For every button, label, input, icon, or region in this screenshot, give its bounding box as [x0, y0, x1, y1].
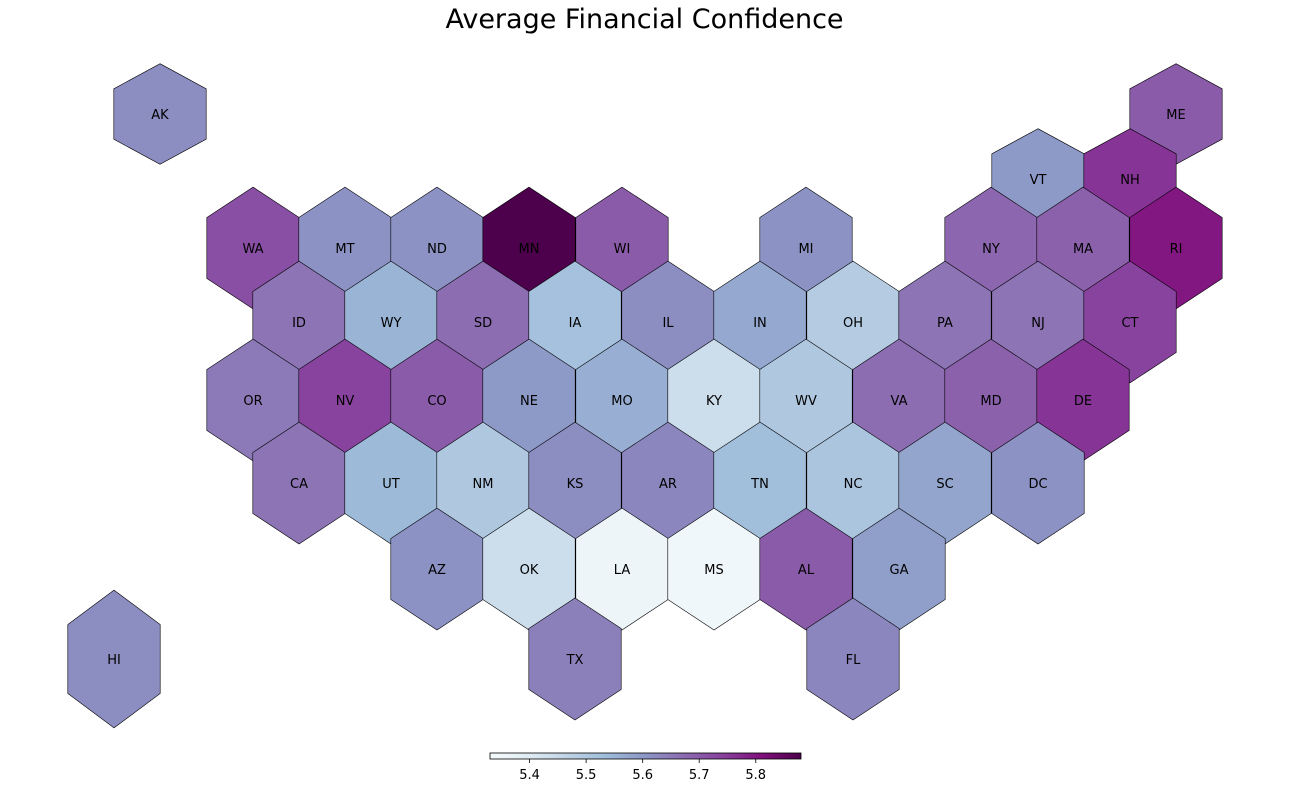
state-label: NH	[1120, 173, 1140, 188]
state-hex-wv: WV	[759, 338, 853, 462]
colorbar-gradient	[489, 752, 802, 760]
state-label: NJ	[1031, 316, 1045, 331]
state-hex-al: AL	[759, 507, 853, 631]
state-label: LA	[614, 563, 631, 578]
state-label: OH	[843, 316, 863, 331]
state-label: NV	[336, 394, 355, 409]
colorbar-tick-label: 5.8	[745, 768, 766, 783]
state-hex-dc: DC	[991, 421, 1085, 545]
state-label: CA	[290, 477, 308, 492]
state-label: AK	[151, 108, 169, 123]
state-hex-shape	[991, 421, 1085, 545]
state-label: PA	[937, 316, 953, 331]
state-label: NM	[473, 477, 494, 492]
state-label: DE	[1074, 394, 1092, 409]
state-hex-hi: HI	[67, 589, 161, 729]
hex-layer: AK ME VT NH WA MT ND MN WI MI NY MA RI ID WY SD IA IL IN OH…	[67, 63, 1223, 729]
state-hex-ak: AK	[113, 63, 207, 165]
state-label: WY	[381, 316, 402, 331]
state-label: NY	[982, 242, 1000, 257]
state-hex-shape	[113, 63, 207, 165]
state-hex-ne: NE	[482, 338, 576, 462]
state-label: FL	[846, 653, 861, 668]
state-label: ID	[292, 316, 306, 331]
state-label: NE	[520, 394, 538, 409]
state-label: CT	[1121, 316, 1138, 331]
colorbar-tick-label: 5.7	[689, 768, 710, 783]
state-hex-in: IN	[713, 260, 807, 384]
state-label: RI	[1170, 242, 1183, 257]
state-label: IA	[569, 316, 582, 331]
state-label: TX	[566, 653, 584, 668]
state-hex-ct: CT	[1083, 260, 1177, 384]
map-title: Average Financial Confidence	[445, 4, 844, 35]
state-label: KS	[567, 477, 584, 492]
state-hex-md: MD	[944, 338, 1038, 462]
state-label: WV	[795, 394, 817, 409]
colorbar-tick-label: 5.4	[519, 768, 540, 783]
state-label: WA	[242, 242, 263, 257]
state-label: IN	[753, 316, 767, 331]
state-label: WI	[614, 242, 631, 257]
state-label: AR	[659, 477, 677, 492]
state-hex-tx: TX	[528, 597, 622, 721]
state-label: ME	[1166, 108, 1185, 123]
state-label: ND	[427, 242, 447, 257]
state-hex-ca: CA	[252, 421, 346, 545]
state-label: HI	[107, 653, 121, 668]
state-hex-or: OR	[206, 338, 300, 462]
state-label: VT	[1030, 173, 1047, 188]
state-label: MA	[1073, 242, 1093, 257]
state-label: IL	[662, 316, 674, 331]
colorbar-tick-label: 5.6	[632, 768, 653, 783]
state-label: DC	[1028, 477, 1047, 492]
state-hex-ia: IA	[528, 260, 622, 384]
colorbar: 5.4 5.5 5.6 5.7 5.8	[489, 752, 802, 783]
state-hex-shape	[759, 507, 853, 631]
state-label: VA	[891, 394, 908, 409]
state-hex-az: AZ	[390, 507, 484, 631]
state-label: MN	[519, 242, 540, 257]
state-label: GA	[890, 563, 909, 578]
state-label: CO	[427, 394, 446, 409]
colorbar-tick-label: 5.5	[576, 768, 597, 783]
state-label: MI	[798, 242, 813, 257]
state-label: MS	[704, 563, 723, 578]
state-hex-shape	[1083, 260, 1177, 384]
state-hex-me: ME	[1129, 63, 1223, 165]
state-hex-ok: OK	[482, 507, 576, 631]
state-hex-fl: FL	[806, 597, 900, 721]
state-label: NC	[844, 477, 863, 492]
state-label: TN	[750, 477, 769, 492]
state-label: UT	[382, 477, 400, 492]
state-label: SC	[936, 477, 953, 492]
state-hex-shape	[67, 589, 161, 729]
state-hex-co: CO	[390, 338, 484, 462]
state-label: KY	[706, 394, 722, 409]
state-hex-shape	[806, 597, 900, 721]
state-label: AZ	[428, 563, 446, 578]
state-label: SD	[474, 316, 492, 331]
state-hex-tn: TN	[713, 421, 807, 545]
state-label: OK	[520, 563, 539, 578]
state-label: MT	[335, 242, 354, 257]
state-label: MD	[980, 394, 1001, 409]
state-label: OR	[243, 394, 262, 409]
state-label: MO	[611, 394, 632, 409]
state-label: AL	[798, 563, 815, 578]
state-hex-shape	[528, 597, 622, 721]
